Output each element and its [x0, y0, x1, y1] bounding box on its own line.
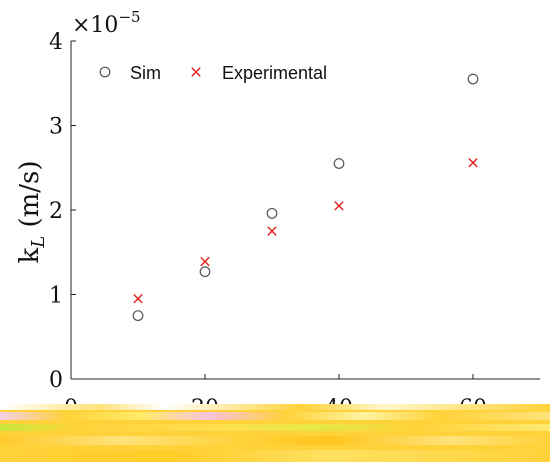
y-tick-label: 3: [49, 115, 63, 140]
noise-stripe: [0, 404, 550, 410]
experimental-point: [267, 226, 277, 236]
noise-stripe: [0, 450, 550, 462]
sim-point: [266, 207, 278, 219]
legend-label: Experimental: [222, 63, 327, 83]
y-tick-label: 0: [49, 368, 63, 393]
noise-stripe: [0, 436, 550, 445]
data-marks: [132, 73, 479, 322]
y-multiplier-exponent: −5: [118, 8, 140, 26]
noise-stripe: [0, 412, 550, 420]
legend-item: Sim: [99, 63, 161, 83]
sim-point: [199, 266, 211, 278]
y-multiplier-base: ×10: [72, 13, 118, 38]
y-axis-title-unit: (m/s): [15, 160, 45, 235]
legend: Sim Experimental: [99, 63, 327, 83]
legend-marker-sim: [99, 66, 111, 78]
legend-item: Experimental: [191, 63, 327, 83]
noise-stripe: [0, 424, 550, 431]
sim-point: [467, 73, 479, 85]
sim-point: [132, 310, 144, 322]
legend-marker-experimental: [191, 67, 201, 77]
y-multiplier: ×10−5: [72, 8, 141, 38]
y-tick-label: 2: [49, 199, 63, 224]
y-axis-title-main: k: [15, 248, 45, 264]
experimental-point: [334, 201, 344, 211]
y-tick-labels: 0 1 2 3 4: [49, 30, 63, 393]
sim-point: [333, 158, 345, 169]
experimental-point: [468, 157, 478, 168]
experimental-point: [200, 256, 210, 267]
y-tick-label: 4: [49, 30, 63, 55]
y-axis-title-subscript: L: [28, 236, 49, 249]
y-tick-label: 1: [49, 284, 63, 309]
legend-label: Sim: [130, 63, 161, 83]
tick-marks: [70, 40, 474, 380]
experimental-point: [133, 294, 143, 304]
y-axis-title: kL (m/s): [15, 160, 49, 263]
axes: [70, 41, 540, 380]
